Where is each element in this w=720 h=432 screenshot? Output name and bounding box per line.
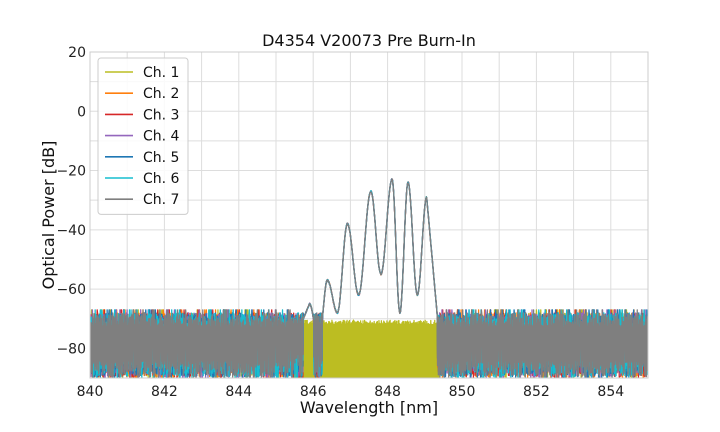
x-tick-label: 854	[597, 384, 624, 400]
y-tick-label: −80	[56, 341, 86, 357]
y-tick-label: 0	[77, 104, 86, 120]
x-tick-label: 852	[523, 384, 550, 400]
legend-label: Ch. 1	[143, 65, 179, 81]
x-tick-labels: 840 842 844 846 848 850 852 854	[77, 384, 625, 400]
legend-label: Ch. 5	[143, 150, 179, 166]
series-group	[90, 178, 648, 378]
chart-title: D4354 V20073 Pre Burn-In	[262, 31, 476, 50]
x-tick-label: 850	[449, 384, 476, 400]
legend-label: Ch. 7	[143, 192, 179, 208]
legend-label: Ch. 6	[143, 171, 180, 187]
x-tick-label: 844	[225, 384, 252, 400]
x-tick-label: 846	[300, 384, 327, 400]
y-tick-label: −40	[56, 223, 86, 239]
series-line-ch-7	[90, 178, 648, 378]
y-tick-labels: −80 −60 −40 −20 0 20	[56, 45, 86, 357]
y-tick-label: −20	[56, 164, 86, 180]
x-tick-label: 842	[151, 384, 178, 400]
legend-label: Ch. 2	[143, 86, 179, 102]
y-tick-label: 20	[68, 45, 86, 61]
legend-label: Ch. 3	[143, 107, 179, 123]
legend-box	[97, 57, 189, 215]
y-axis-label: Optical Power [dB]	[39, 141, 58, 290]
x-axis-label: Wavelength [nm]	[300, 398, 438, 417]
legend: Ch. 1 Ch. 2 Ch. 3 Ch. 4 Ch. 5 Ch. 6 Ch. 7	[97, 57, 189, 215]
y-tick-label: −60	[56, 282, 86, 298]
x-tick-label: 848	[374, 384, 401, 400]
legend-label: Ch. 4	[143, 129, 180, 145]
x-tick-label: 840	[77, 384, 104, 400]
plot-frame	[89, 51, 649, 379]
